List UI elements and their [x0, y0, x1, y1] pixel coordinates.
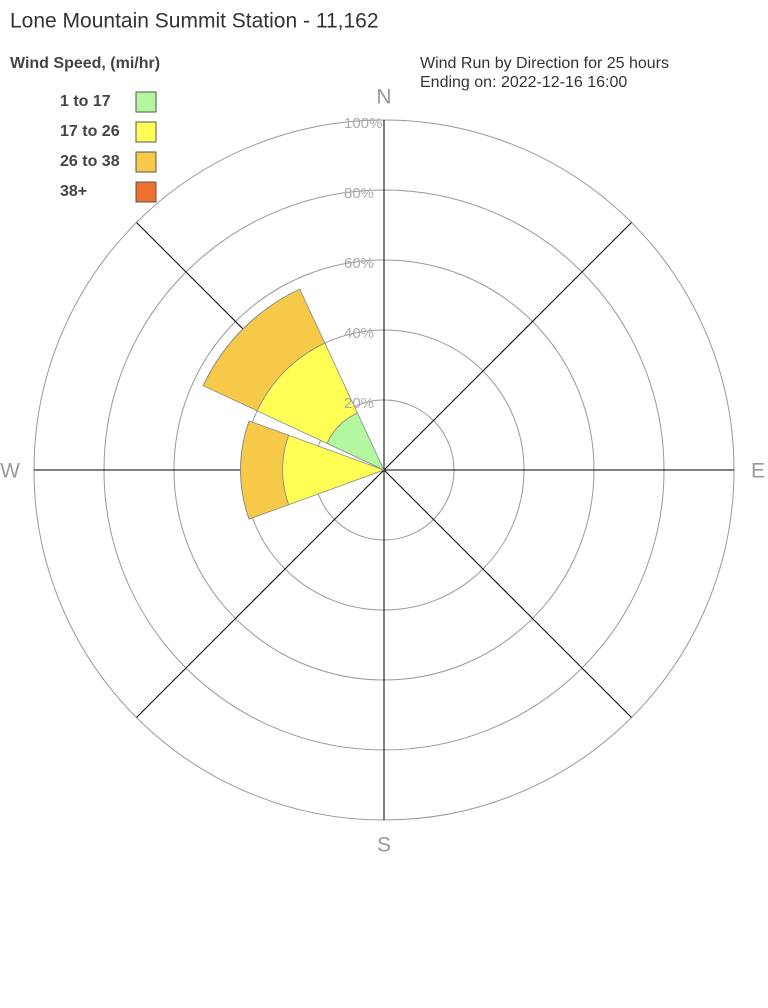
ring-label: 60% [344, 255, 374, 272]
legend-title: Wind Speed, (mi/hr) [10, 55, 160, 72]
ring-label: 40% [344, 325, 374, 342]
legend-label: 26 to 38 [60, 153, 120, 170]
legend-swatch [135, 121, 157, 143]
direction-label: W [0, 460, 20, 483]
spoke [136, 469, 385, 718]
subtitle: Ending on: 2022-12-16 16:00 [420, 74, 627, 91]
legend-label: 38+ [60, 183, 87, 200]
legend-label: 1 to 17 [60, 93, 111, 110]
legend-label: 17 to 26 [60, 123, 120, 140]
legend-swatch [135, 181, 157, 203]
legend-swatch [135, 151, 157, 173]
direction-label: S [377, 834, 391, 857]
legend-swatch [135, 91, 157, 113]
direction-label: N [376, 86, 391, 109]
ring-label: 20% [344, 395, 374, 412]
ring-label: 80% [344, 185, 374, 202]
subtitle: Wind Run by Direction for 25 hours [420, 55, 669, 72]
wedge-segment [240, 420, 290, 520]
spoke [383, 222, 632, 471]
chart-title: Lone Mountain Summit Station - 11,162 [10, 10, 379, 33]
ring-label: 100% [344, 115, 382, 132]
spoke [383, 469, 632, 718]
direction-label: E [751, 460, 765, 483]
